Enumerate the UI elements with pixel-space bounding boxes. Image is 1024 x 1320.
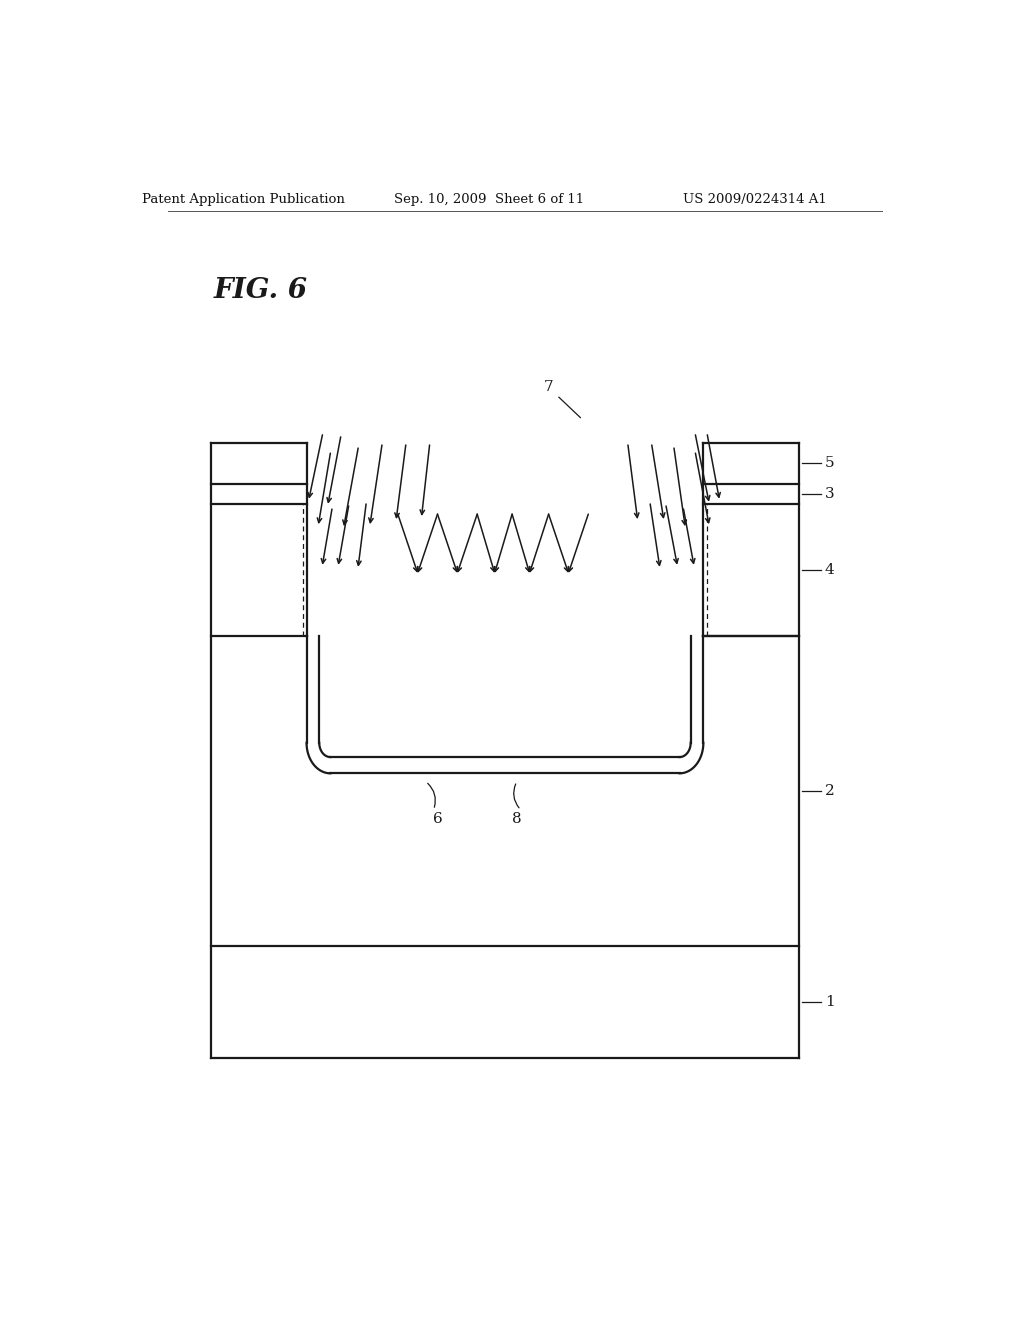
Text: 8: 8 xyxy=(512,812,521,826)
Text: 6: 6 xyxy=(432,812,442,826)
Text: 4: 4 xyxy=(824,564,835,577)
Text: 1: 1 xyxy=(824,995,835,1008)
Text: Sep. 10, 2009  Sheet 6 of 11: Sep. 10, 2009 Sheet 6 of 11 xyxy=(394,193,584,206)
Text: 7: 7 xyxy=(544,380,553,395)
Text: Patent Application Publication: Patent Application Publication xyxy=(141,193,344,206)
Text: 5: 5 xyxy=(824,457,835,470)
Text: 3: 3 xyxy=(824,487,835,500)
Text: 2: 2 xyxy=(824,784,835,799)
Text: US 2009/0224314 A1: US 2009/0224314 A1 xyxy=(683,193,826,206)
Text: FIG. 6: FIG. 6 xyxy=(214,277,307,304)
